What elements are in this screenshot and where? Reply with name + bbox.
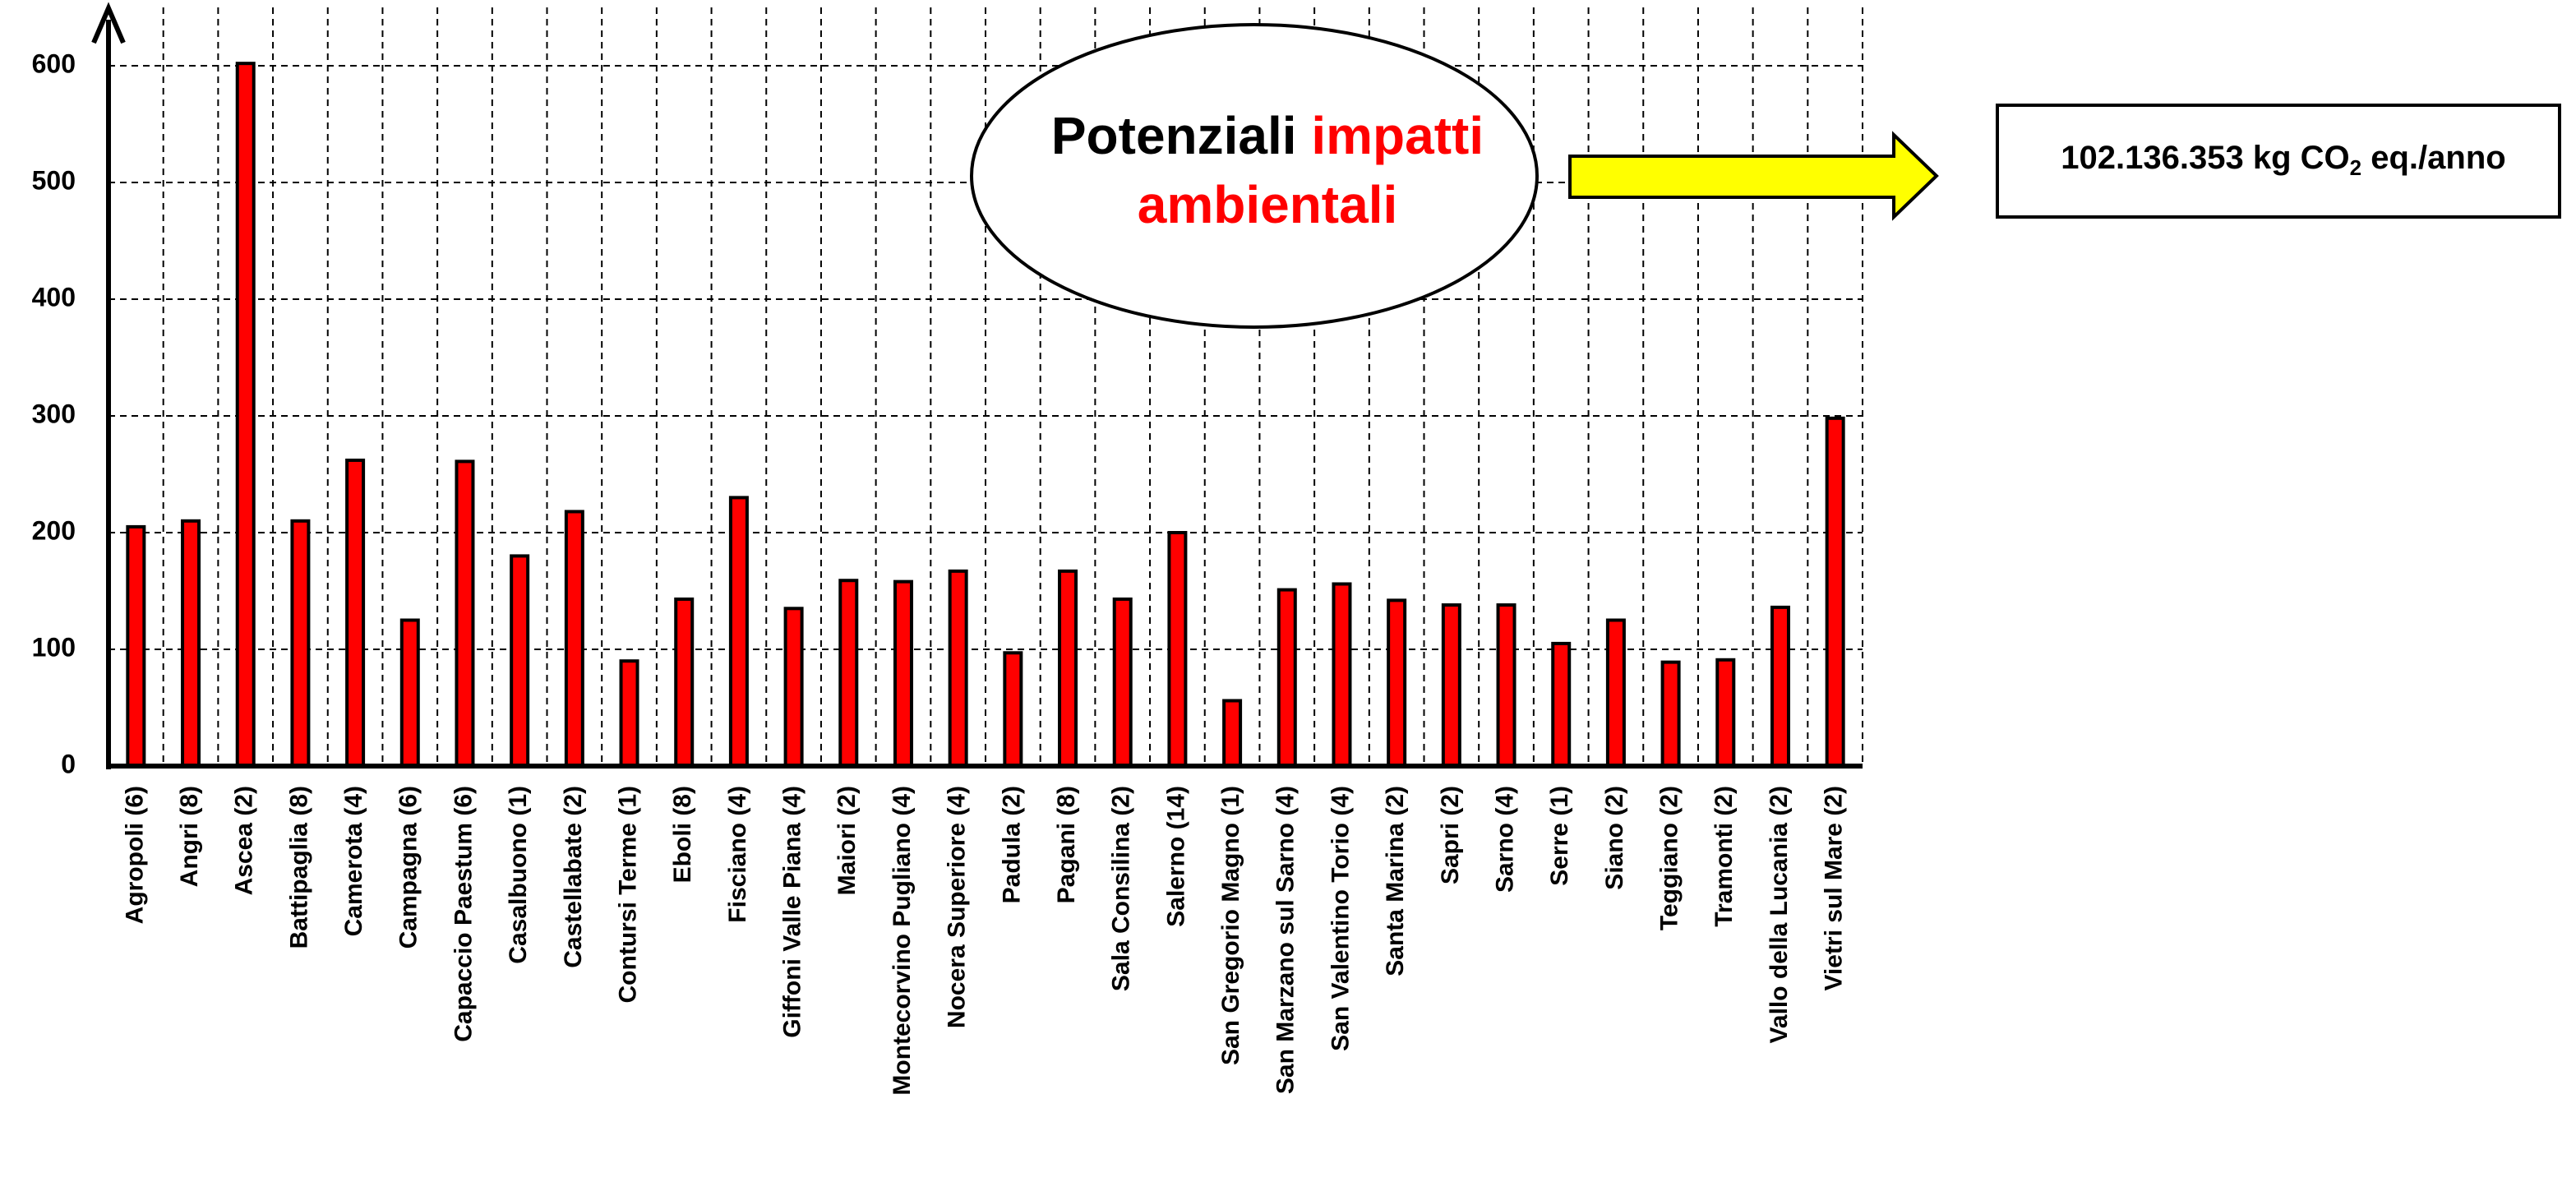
x-tick-label: San Marzano sul Sarno (4) xyxy=(1272,786,1300,1094)
y-tick-label: 300 xyxy=(32,399,76,428)
y-tick-label: 600 xyxy=(32,48,76,78)
y-tick-label: 500 xyxy=(32,165,76,195)
bars xyxy=(126,62,1845,769)
box-text-part: 102.136.353 kg CO xyxy=(2061,140,2349,176)
x-tick-label: Siano (2) xyxy=(1601,786,1628,890)
x-tick-label: Agropoli (6) xyxy=(121,786,148,924)
x-tick-label: Eboli (8) xyxy=(669,786,696,883)
bar xyxy=(235,62,256,769)
bar xyxy=(1496,603,1517,768)
bar xyxy=(1276,588,1297,769)
x-tick-label: Vietri sul Mare (2) xyxy=(1821,786,1848,991)
x-tick-label: Tramonti (2) xyxy=(1710,786,1738,927)
arrow xyxy=(1568,131,1939,221)
y-tick-label: 200 xyxy=(32,515,76,545)
bar xyxy=(1605,618,1626,768)
y-tick-label: 400 xyxy=(32,282,76,312)
bar xyxy=(181,519,201,768)
bar xyxy=(345,458,366,769)
bar xyxy=(1825,416,1845,768)
annotation-ellipse xyxy=(970,23,1539,329)
bar xyxy=(1387,598,1407,768)
bar xyxy=(1551,641,1572,769)
x-tick-label: Montecorvino Pugliano (4) xyxy=(889,786,916,1096)
x-tick-label: Camerota (4) xyxy=(340,786,367,936)
bar xyxy=(1058,569,1078,768)
x-tick-label: Santa Marina (2) xyxy=(1382,786,1409,976)
x-tick-label: Contursi Terme (1) xyxy=(614,786,641,1003)
bar xyxy=(728,496,749,769)
y-tick-label: 0 xyxy=(61,749,76,778)
x-tick-label: Sapri (2) xyxy=(1437,786,1464,884)
bar xyxy=(1112,597,1133,768)
x-tick-label: Casalbuono (1) xyxy=(505,786,532,964)
ellipse-text-red: ambientali xyxy=(1138,175,1398,234)
bar xyxy=(1441,603,1461,768)
x-tick-label: San Valentino Torio (4) xyxy=(1327,786,1354,1051)
bar xyxy=(1770,605,1790,768)
x-tick-label: Capaccio Paestum (6) xyxy=(450,786,477,1042)
bar xyxy=(1715,658,1736,769)
bar xyxy=(1660,660,1681,768)
bar xyxy=(893,579,913,769)
box-text-subscript: 2 xyxy=(2350,155,2361,180)
bar xyxy=(455,459,475,768)
bar xyxy=(838,579,859,768)
x-tick-label: Vallo della Lucania (2) xyxy=(1766,786,1793,1043)
box-text: 102.136.353 kg CO2 eq./anno xyxy=(2061,140,2505,180)
y-axis-arrow xyxy=(91,2,126,44)
bar xyxy=(1332,582,1352,768)
box-text-part: eq./anno xyxy=(2361,140,2506,176)
x-tick-label: Campagna (6) xyxy=(395,786,422,949)
x-tick-label: Battipaglia (8) xyxy=(285,786,312,949)
x-tick-label: Giffoni Valle Piana (4) xyxy=(779,786,806,1038)
y-tick-label: 100 xyxy=(32,632,76,662)
grid xyxy=(108,7,1863,767)
x-tick-label: Padula (2) xyxy=(998,786,1025,903)
bar xyxy=(399,618,420,768)
x-tick-label: Ascea (2) xyxy=(231,786,258,895)
bar xyxy=(619,659,639,769)
x-tick-label: Sarno (4) xyxy=(1491,786,1518,893)
bar xyxy=(948,569,968,768)
bar xyxy=(674,597,695,768)
bar xyxy=(1222,699,1243,768)
bar xyxy=(290,519,311,768)
x-tick-label: Maiori (2) xyxy=(833,786,861,895)
bar xyxy=(564,510,584,768)
x-tick-label: Serre (1) xyxy=(1546,786,1573,886)
bar xyxy=(1003,651,1023,769)
ellipse-text-black: Potenziali xyxy=(1051,106,1312,165)
ellipse-text-red: impatti xyxy=(1311,106,1484,165)
annotation-box xyxy=(1996,104,2561,219)
x-tick-label: Angri (8) xyxy=(176,786,203,887)
x-tick-label: Teggiano (2) xyxy=(1656,786,1683,930)
bar xyxy=(1167,531,1188,768)
x-tick-label: Sala Consilina (2) xyxy=(1108,786,1135,991)
x-tick-label: Castellabate (2) xyxy=(560,786,587,968)
x-tick-label: Fisciano (4) xyxy=(724,786,751,923)
bar xyxy=(126,524,146,769)
x-tick-label: San Gregorio Magno (1) xyxy=(1217,786,1244,1065)
x-tick-label: Salerno (14) xyxy=(1162,786,1189,927)
ellipse-text: Potenziali impatti xyxy=(1051,106,1484,165)
x-tick-label: Nocera Superiore (4) xyxy=(944,786,971,1028)
x-tick-label: Pagani (8) xyxy=(1053,786,1080,903)
bar xyxy=(510,554,530,769)
bar xyxy=(783,607,804,768)
